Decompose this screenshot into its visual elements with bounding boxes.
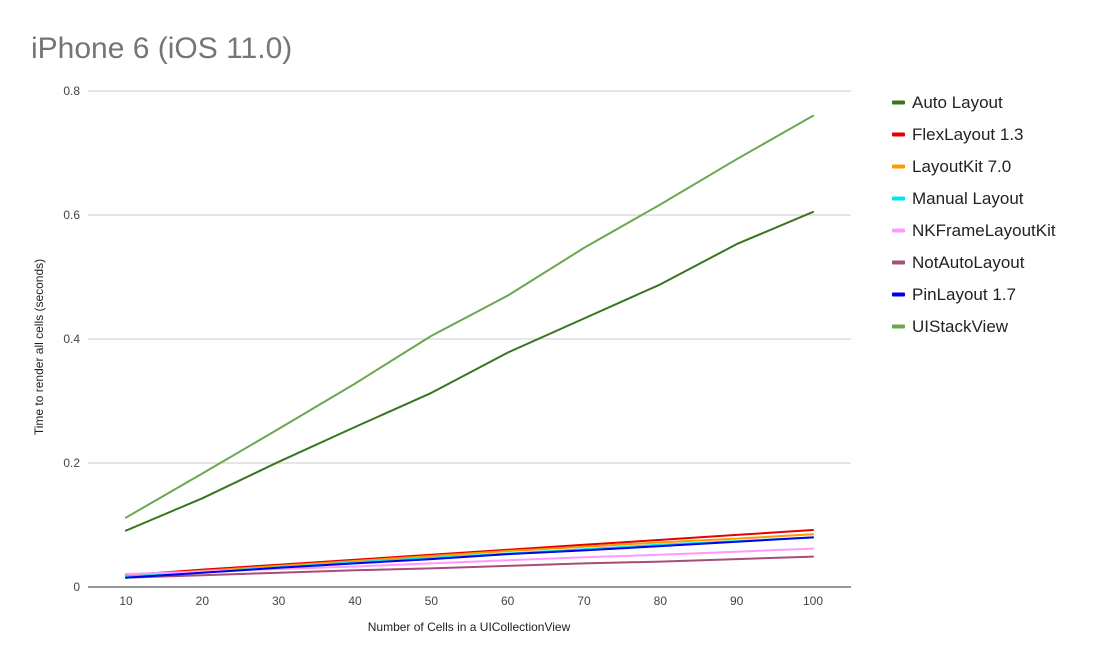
y-tick-label: 0.6 [63,208,80,222]
legend-item: UIStackView [892,317,1009,336]
gridlines [88,90,851,588]
y-axis-title: Time to render all cells (seconds) [32,259,46,435]
legend-item: NKFrameLayoutKit [892,221,1056,240]
y-tick-label: 0 [73,580,80,594]
x-axis-ticks: 10 20 30 40 50 60 70 80 90 100 [119,594,823,608]
legend-item: Manual Layout [892,189,1024,208]
series-line-layoutkit-7-0 [125,533,814,577]
x-tick-label: 80 [654,594,668,608]
legend-label: FlexLayout 1.3 [912,125,1024,144]
legend-label: NotAutoLayout [912,253,1025,272]
legend-swatch [892,100,905,105]
x-tick-label: 90 [730,594,744,608]
x-tick-label: 60 [501,594,515,608]
legend-label: UIStackView [912,317,1009,336]
legend-swatch [892,164,905,169]
x-tick-label: 40 [348,594,362,608]
series-line-notautolayout [125,555,814,579]
legend-item: PinLayout 1.7 [892,285,1016,304]
legend-item: FlexLayout 1.3 [892,125,1024,144]
legend-label: LayoutKit 7.0 [912,157,1011,176]
legend-label: NKFrameLayoutKit [912,221,1056,240]
legend-swatch [892,196,905,201]
x-tick-label: 20 [196,594,210,608]
series-line-pinlayout-1-7 [125,536,814,579]
legend-label: Manual Layout [912,189,1024,208]
y-tick-label: 0.8 [63,84,80,98]
y-tick-label: 0.2 [63,456,80,470]
legend-label: Auto Layout [912,93,1003,112]
x-tick-label: 30 [272,594,286,608]
series-lines [125,114,814,579]
legend-item: Auto Layout [892,93,1003,112]
series-line-flexlayout-1-3 [125,529,814,577]
legend-swatch [892,132,905,137]
legend-swatch [892,260,905,265]
series-line-auto-layout [125,210,814,532]
legend-label: PinLayout 1.7 [912,285,1016,304]
x-axis-title: Number of Cells in a UICollectionView [368,620,571,634]
series-line-uistackview [125,114,814,519]
y-axis-ticks: 0 0.2 0.4 0.6 0.8 [63,84,80,594]
legend-item: NotAutoLayout [892,253,1025,272]
x-tick-label: 70 [577,594,591,608]
legend-item: LayoutKit 7.0 [892,157,1011,176]
legend-swatch [892,324,905,329]
x-tick-label: 10 [119,594,133,608]
chart-title: iPhone 6 (iOS 11.0) [31,32,292,65]
x-tick-label: 50 [425,594,439,608]
y-tick-label: 0.4 [63,332,80,346]
legend-swatch [892,292,905,297]
legend-swatch [892,228,905,233]
x-tick-label: 100 [803,594,823,608]
legend: Auto Layout FlexLayout 1.3 LayoutKit 7.0 Ma… [892,93,1056,336]
